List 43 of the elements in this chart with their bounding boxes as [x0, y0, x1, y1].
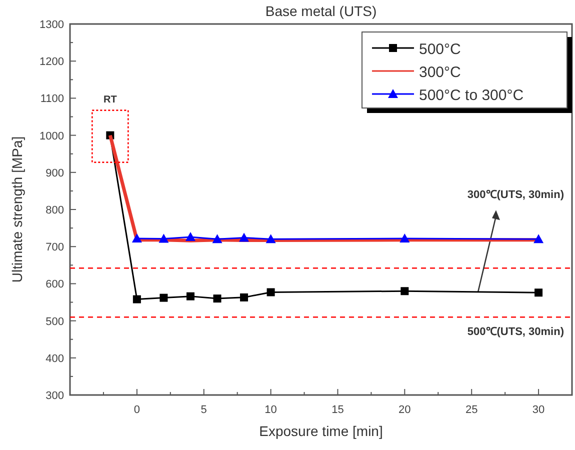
legend-label: 500°C	[419, 41, 462, 58]
point	[400, 287, 409, 296]
y-tick-label: 600	[46, 278, 64, 291]
chart-title: Base metal (UTS)	[265, 3, 377, 19]
x-tick-label: 5	[200, 404, 207, 416]
point	[266, 234, 276, 244]
point	[158, 234, 169, 243]
point	[534, 234, 544, 244]
point	[534, 288, 543, 297]
point	[240, 293, 248, 302]
point	[239, 232, 250, 242]
x-tick-label: 0	[134, 404, 140, 416]
y-tick-label: 700	[46, 242, 64, 254]
y-tick-label: 400	[46, 352, 64, 365]
legend-label: 300°C	[419, 64, 462, 81]
ref-line-label: 500℃(UTS, 30min)	[467, 326, 564, 338]
x-axis-title: Exposure time [min]	[259, 423, 383, 439]
y-tick-label: 1200	[40, 56, 64, 68]
point	[213, 294, 222, 303]
y-axis-title: Ultimate strength [MPa]	[9, 136, 25, 283]
y-tick-label: 1300	[40, 19, 64, 31]
y-tick-label: 1000	[40, 130, 64, 142]
x-tick-label: 10	[264, 404, 277, 416]
y-tick-label: 500	[46, 316, 64, 328]
annotation: 300℃(UTS, 30min)	[467, 189, 564, 202]
point	[185, 232, 196, 241]
y-tick-label: 1100	[40, 93, 64, 106]
point	[160, 294, 168, 302]
point	[132, 233, 142, 242]
y-tick-label: 800	[46, 204, 64, 216]
point	[266, 288, 275, 296]
y-tick-label: 300	[46, 390, 64, 402]
point	[132, 295, 141, 304]
x-tick-label: 15	[332, 404, 344, 416]
y-tick-label: 900	[46, 167, 64, 180]
x-tick-label: 20	[398, 404, 411, 416]
point	[212, 234, 222, 244]
legend-label: 500°C to 300°C	[419, 87, 524, 104]
annotation: RT	[103, 94, 117, 106]
point	[400, 233, 410, 242]
x-tick-label: 30	[532, 404, 545, 416]
point	[186, 292, 194, 300]
x-tick-label: 25	[465, 404, 478, 416]
